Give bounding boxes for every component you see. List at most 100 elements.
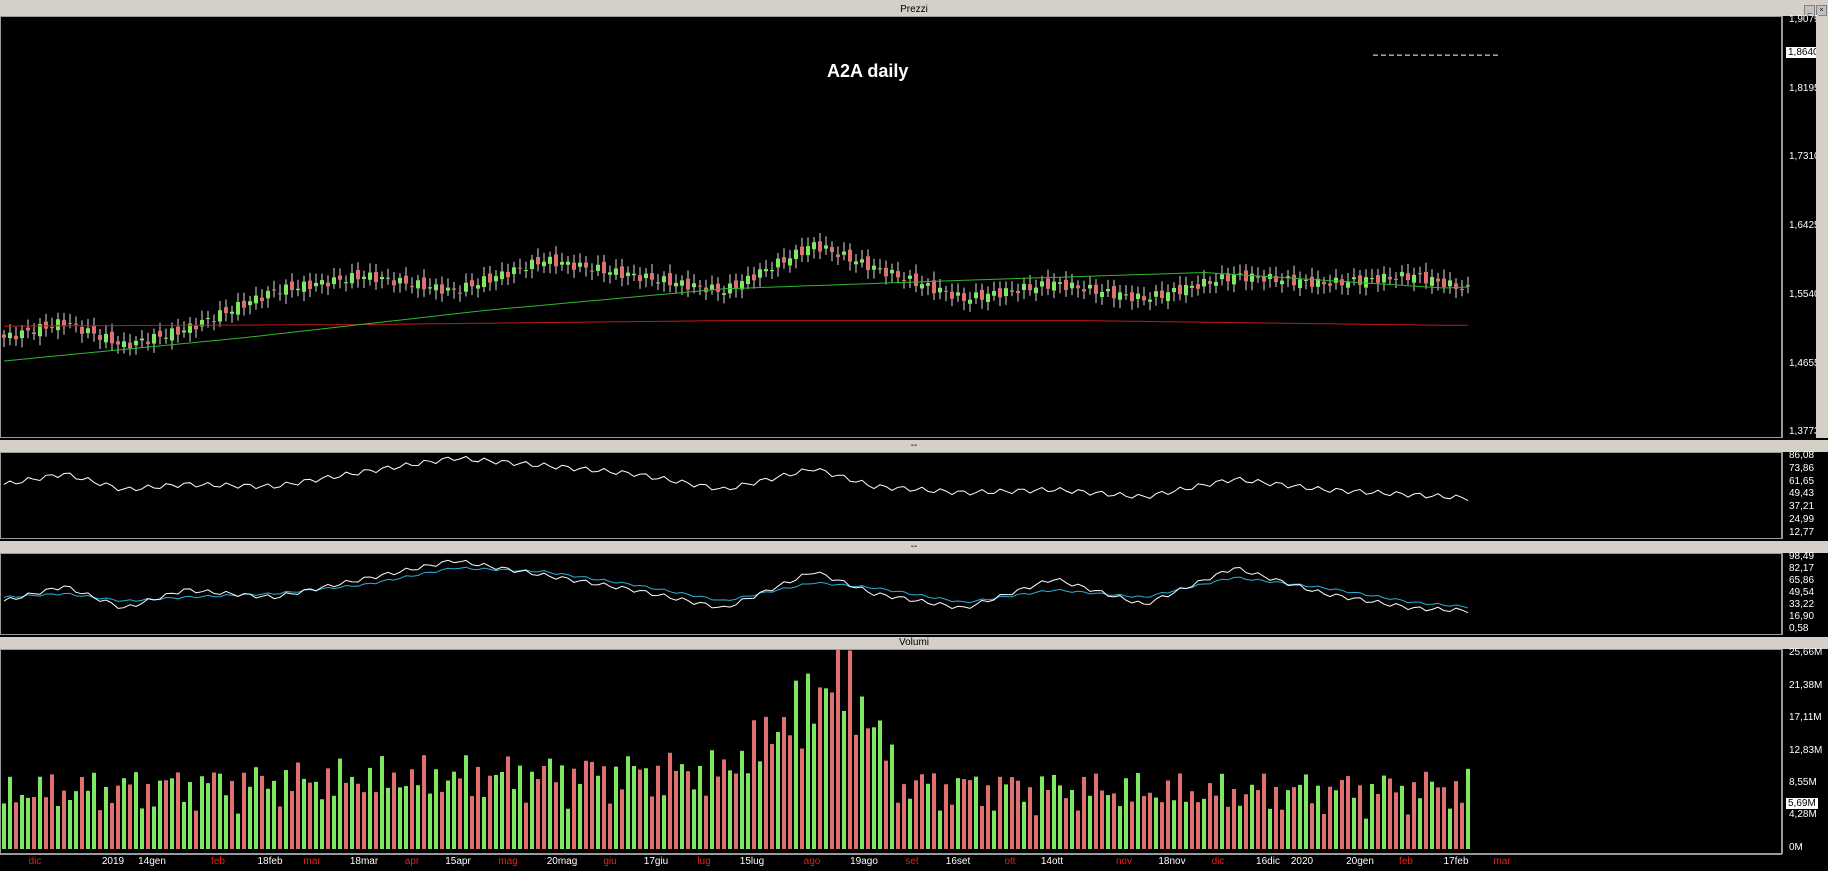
volume-bar	[674, 770, 678, 849]
y-tick-label: 37,21	[1789, 501, 1815, 513]
candle-body	[932, 280, 936, 294]
stoch-panel[interactable]	[0, 553, 1782, 635]
x-tick-label: 2020	[1290, 856, 1314, 867]
volume-bar	[776, 731, 780, 849]
candle-body	[998, 288, 1002, 298]
candle-body	[68, 323, 72, 325]
volume-bar	[788, 735, 792, 849]
volume-bar	[950, 804, 954, 849]
candle-body	[1412, 274, 1416, 283]
y-tick-label: 61,65	[1789, 475, 1815, 487]
candle-body	[50, 327, 54, 329]
volume-bar	[1202, 798, 1206, 849]
volume-bar	[206, 783, 210, 849]
price-panel-header: Prezzi _ ×	[0, 4, 1828, 16]
candle-body	[872, 265, 876, 270]
volume-bar	[1142, 796, 1146, 849]
candle-body	[104, 333, 108, 343]
volume-bar	[1268, 808, 1272, 849]
price-panel[interactable]: A2A daily	[0, 16, 1782, 438]
candle-body	[8, 332, 12, 339]
candle-body	[80, 327, 84, 334]
candle-body	[1334, 277, 1338, 283]
volume-bar	[716, 776, 720, 849]
volume-bar	[422, 755, 426, 849]
candle-body	[386, 277, 390, 279]
price-chart-svg	[2, 54, 1501, 362]
candle-body	[428, 287, 432, 289]
candle-body	[548, 256, 552, 264]
x-tick-label: ott	[1004, 856, 1016, 867]
candle-body	[842, 251, 846, 255]
candle-body	[800, 246, 804, 256]
candle-body	[650, 273, 654, 280]
candle-body	[206, 318, 210, 320]
volume-bar	[242, 772, 246, 849]
volume-bar	[1412, 782, 1416, 849]
volume-panel[interactable]	[0, 649, 1782, 854]
volume-bar	[1148, 792, 1152, 849]
volume-bar	[734, 773, 738, 849]
volume-bar	[224, 795, 228, 849]
volume-bar	[986, 785, 990, 849]
x-tick-label: mag	[498, 856, 518, 867]
candle-body	[290, 281, 294, 291]
volume-bar	[1436, 787, 1440, 849]
candle-body	[614, 268, 618, 275]
candle-body	[1232, 274, 1236, 285]
volume-bar	[896, 802, 900, 849]
volume-bar	[404, 786, 408, 849]
volume-bar	[1190, 791, 1194, 849]
volume-bar	[1106, 795, 1110, 849]
candle-body	[1166, 292, 1170, 302]
candle-body	[674, 282, 678, 287]
rsi-panel[interactable]	[0, 452, 1782, 539]
candle-body	[200, 319, 204, 327]
rsi-line	[3, 455, 1469, 502]
candle-body	[20, 330, 24, 339]
volume-bar	[140, 808, 144, 849]
volume-bar	[368, 767, 372, 849]
volume-bar	[1076, 810, 1080, 849]
y-tick-label: 86,08	[1789, 450, 1815, 461]
minimize-panel-button[interactable]: _	[1804, 5, 1815, 16]
close-panel-button[interactable]: ×	[1816, 5, 1827, 16]
volume-bar	[884, 760, 888, 849]
candle-body	[410, 286, 414, 288]
ma-long-line	[4, 320, 1468, 327]
candle-body	[1286, 276, 1290, 279]
candle-body	[332, 277, 336, 285]
volume-bar	[1322, 814, 1326, 849]
volume-bar	[1178, 773, 1182, 849]
volume-bar	[944, 784, 948, 849]
window-titlebar	[0, 0, 1828, 6]
volume-bar	[296, 762, 300, 849]
volume-bar	[86, 790, 90, 849]
price-scrollbar[interactable]	[1816, 16, 1828, 438]
volume-bar	[1442, 787, 1446, 849]
volume-bar	[326, 768, 330, 849]
volume-bar	[380, 756, 384, 849]
candle-body	[62, 320, 66, 327]
volume-bar	[704, 795, 708, 849]
volume-bar	[62, 790, 66, 849]
y-tick-label: 1,9079	[1789, 14, 1820, 25]
volume-bar	[32, 797, 36, 849]
volume-bar	[680, 764, 684, 849]
candle-body	[482, 276, 486, 288]
volume-bar	[314, 781, 318, 849]
volume-bar	[782, 717, 786, 849]
x-tick-label: ago	[803, 856, 821, 867]
rsi-panel-header-label: --	[910, 440, 918, 451]
volume-bar	[74, 791, 78, 849]
volume-bar	[1256, 790, 1260, 849]
candle-body	[146, 341, 150, 344]
volume-bar	[956, 778, 960, 849]
volume-bar	[1226, 806, 1230, 849]
volume-bar	[1262, 773, 1266, 849]
stoch-panel-header: --	[0, 541, 1828, 553]
volume-bar	[1118, 806, 1122, 849]
candle-body	[1406, 273, 1410, 281]
candle-body	[1256, 276, 1260, 278]
x-tick-label: dic	[28, 856, 42, 867]
